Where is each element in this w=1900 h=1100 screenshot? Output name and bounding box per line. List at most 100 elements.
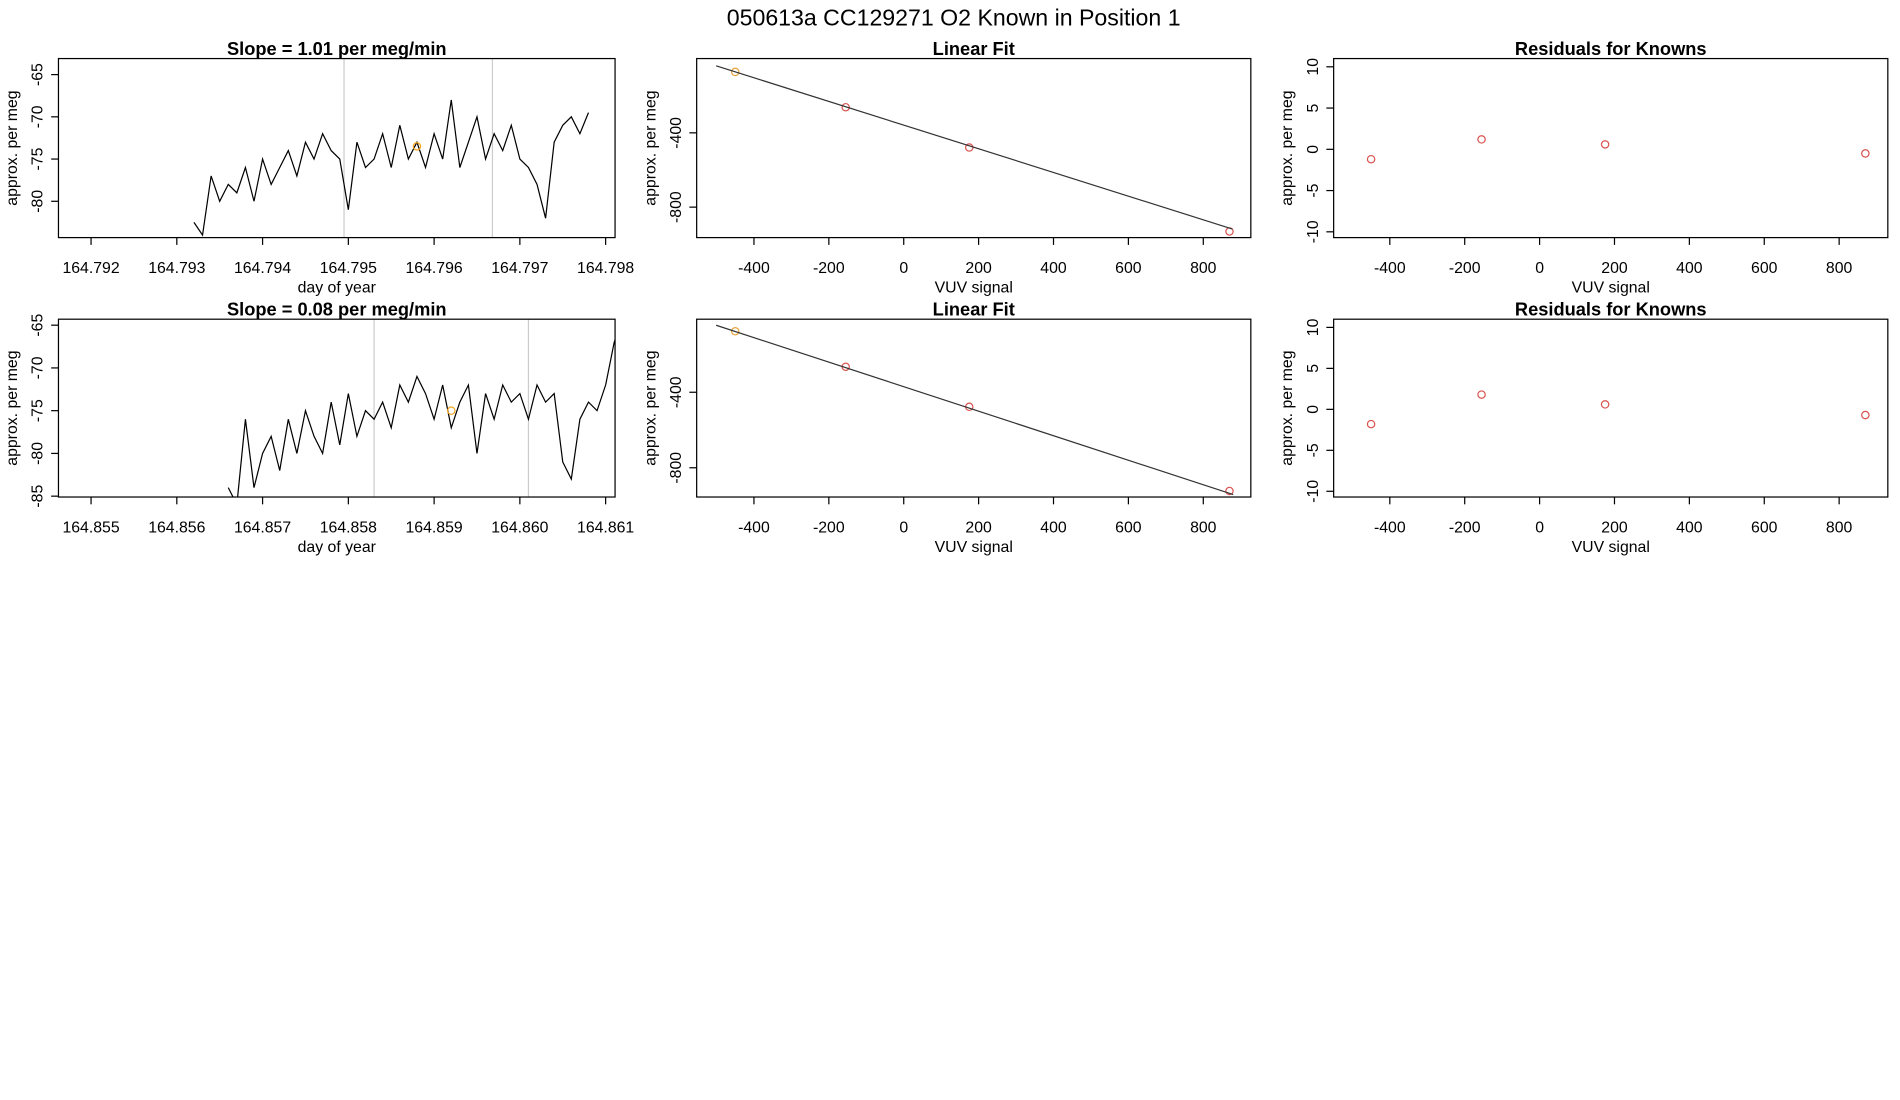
panel: Linear Fit VUV signal approx. per meg -400 -… xyxy=(642,299,1252,556)
x-tick-label: 164.857 xyxy=(234,519,291,536)
x-tick-label: -400 xyxy=(738,260,770,277)
x-tick-label: 0 xyxy=(1535,260,1544,277)
y-tick-label: -70 xyxy=(30,356,47,379)
point xyxy=(1600,140,1610,149)
x-tick-label: -200 xyxy=(813,260,845,277)
x-tick-label: -200 xyxy=(813,519,845,536)
x-tick-label: 0 xyxy=(1535,519,1544,536)
x-tick-label: -400 xyxy=(738,519,770,536)
point xyxy=(1366,154,1376,164)
point xyxy=(1600,400,1610,409)
panel: Slope = 0.08 per meg/min day of year appro… xyxy=(4,299,634,556)
x-axis-label: VUV signal xyxy=(935,539,1013,556)
x-tick-label: 400 xyxy=(1040,519,1067,536)
x-tick-label: 164.858 xyxy=(320,519,377,536)
x-tick-label: 164.856 xyxy=(148,519,205,536)
plot-area xyxy=(1366,390,1870,429)
x-tick-label: 200 xyxy=(965,260,992,277)
y-tick-label: 0 xyxy=(1305,145,1322,154)
x-tick-label: 0 xyxy=(899,519,908,536)
x-tick-label: 164.792 xyxy=(62,260,119,277)
x-axis-label: day of year xyxy=(298,279,377,296)
x-tick-label: 164.793 xyxy=(148,260,205,277)
y-tick-label: -5 xyxy=(1305,183,1322,197)
panel-title: Slope = 0.08 per meg/min xyxy=(227,299,447,320)
y-axis-label: approx. per meg xyxy=(642,90,659,205)
plot-frame xyxy=(696,57,1252,239)
y-tick-label: -80 xyxy=(30,442,47,465)
figure-title: 050613a CC129271 O2 Known in Position 1 xyxy=(727,5,1181,31)
y-tick-label: -800 xyxy=(668,191,685,223)
panel-title: Linear Fit xyxy=(933,299,1015,320)
x-tick-label: 200 xyxy=(1601,519,1628,536)
x-tick-label: 600 xyxy=(1751,519,1778,536)
y-tick-label: 5 xyxy=(1305,103,1322,112)
y-axis-label: approx. per meg xyxy=(1279,350,1296,465)
fit-line xyxy=(715,324,1234,496)
x-tick-label: 164.798 xyxy=(577,260,634,277)
x-axis-label: VUV signal xyxy=(1572,539,1650,556)
point xyxy=(730,327,740,336)
x-axis-label: VUV signal xyxy=(935,279,1013,296)
y-tick-label: -80 xyxy=(30,190,47,213)
y-axis-label: approx. per meg xyxy=(4,350,21,465)
y-tick-label: 10 xyxy=(1305,318,1322,336)
x-tick-label: -400 xyxy=(1374,519,1406,536)
panel-title: Residuals for Knowns xyxy=(1515,299,1707,320)
y-tick-label: -75 xyxy=(30,399,47,422)
y-tick-label: -10 xyxy=(1305,220,1322,243)
x-tick-label: -400 xyxy=(1374,260,1406,277)
x-tick-label: 800 xyxy=(1190,260,1217,277)
x-axis-label: VUV signal xyxy=(1572,279,1650,296)
y-tick-label: -75 xyxy=(30,147,47,170)
point xyxy=(1477,135,1486,144)
point xyxy=(730,67,740,77)
panel: Residuals for Knowns VUV signal approx. pe… xyxy=(1279,299,1889,556)
y-tick-label: -70 xyxy=(30,105,47,128)
point xyxy=(1861,410,1870,420)
plot-frame xyxy=(1333,57,1889,239)
x-tick-label: 600 xyxy=(1115,519,1142,536)
plot-frame xyxy=(1333,318,1889,498)
x-tick-label: 400 xyxy=(1676,260,1703,277)
fit-line xyxy=(715,65,1233,230)
x-tick-label: 800 xyxy=(1826,260,1853,277)
x-tick-label: 164.855 xyxy=(62,519,119,536)
x-tick-label: 200 xyxy=(1601,260,1628,277)
panel-title: Residuals for Knowns xyxy=(1515,38,1707,59)
panel: Slope = 1.01 per meg/min day of year appro… xyxy=(4,38,634,296)
y-tick-label: -400 xyxy=(668,376,685,408)
x-tick-label: 400 xyxy=(1040,260,1067,277)
x-tick-label: 164.795 xyxy=(320,260,377,277)
panel-title: Linear Fit xyxy=(933,38,1015,59)
panel-title: Slope = 1.01 per meg/min xyxy=(227,38,447,59)
y-tick-label: -400 xyxy=(668,117,685,149)
point xyxy=(1366,419,1376,429)
y-tick-label: 10 xyxy=(1305,58,1322,76)
y-axis-label: approx. per meg xyxy=(1279,90,1296,205)
y-tick-label: -10 xyxy=(1305,480,1322,503)
plot-area xyxy=(730,67,1234,236)
x-tick-label: 164.861 xyxy=(577,519,634,536)
plot-frame xyxy=(57,57,616,239)
plot-frame xyxy=(57,318,616,498)
y-axis-label: approx. per meg xyxy=(642,350,659,465)
y-tick-label: -800 xyxy=(668,452,685,484)
plot-area xyxy=(193,58,590,238)
y-axis-label: approx. per meg xyxy=(4,90,21,205)
x-tick-label: 200 xyxy=(965,519,992,536)
x-tick-label: 800 xyxy=(1826,519,1853,536)
data-line xyxy=(227,337,616,498)
x-tick-label: 164.794 xyxy=(234,260,291,277)
point xyxy=(1477,390,1486,399)
highlight-point xyxy=(412,142,422,151)
point xyxy=(1861,149,1870,158)
x-axis-label: day of year xyxy=(298,539,377,556)
y-tick-label: -65 xyxy=(30,314,47,337)
x-tick-label: 600 xyxy=(1115,260,1142,277)
point xyxy=(841,102,850,112)
x-tick-label: 164.796 xyxy=(405,260,462,277)
plot-frame xyxy=(696,318,1252,498)
y-tick-label: -65 xyxy=(30,63,47,86)
